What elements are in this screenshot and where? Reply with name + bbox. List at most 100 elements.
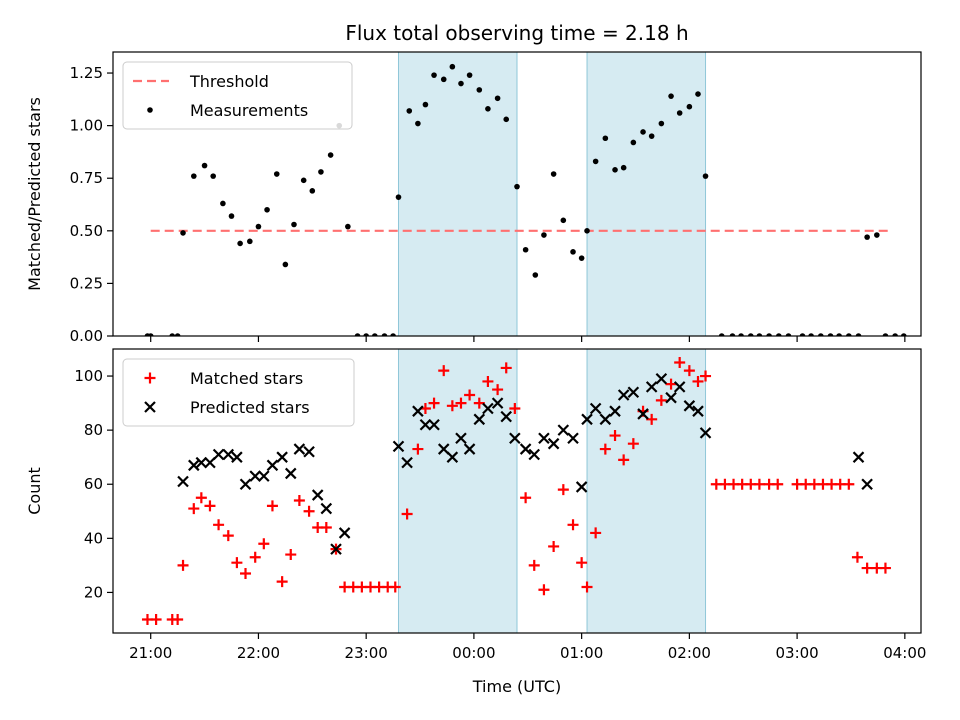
- measurement-point: [756, 333, 763, 336]
- predicted-stars-point: [609, 405, 621, 417]
- predicted-stars-point: [311, 489, 324, 501]
- bottom-panel: 20 40 60 80 100 21:00 22:00 23:00 00:00 01:00 02:0…: [25, 348, 926, 696]
- shaded-region-1: [586, 348, 707, 634]
- measurement-point: [799, 333, 806, 336]
- y-tick-label: 1.00: [70, 117, 103, 135]
- matched-stars-point: [772, 478, 784, 490]
- y-axis-label: Count: [25, 467, 44, 515]
- measurement-point: [648, 133, 655, 139]
- x-tick-label: 22:00: [237, 644, 280, 662]
- measurement-point: [476, 87, 483, 93]
- shaded-region-0: [397, 51, 518, 337]
- plot-marks: [141, 357, 891, 625]
- measurement-point: [237, 240, 243, 247]
- predicted-stars-point: [589, 402, 602, 415]
- measurement-point: [738, 333, 744, 336]
- measurement-point: [291, 221, 297, 228]
- predicted-stars-point: [557, 424, 570, 436]
- measurement-point: [550, 171, 557, 177]
- measurement-point: [458, 80, 464, 87]
- matched-stars-point: [455, 397, 467, 409]
- predicted-stars-point: [195, 456, 208, 469]
- predicted-stars-point: [519, 443, 532, 455]
- matched-stars-point: [674, 357, 686, 369]
- measurement-point: [422, 101, 429, 108]
- legend-box: [122, 61, 353, 130]
- matched-stars-point: [581, 581, 593, 593]
- measurement-point: [900, 333, 907, 336]
- predicted-stars-point: [231, 451, 243, 463]
- matched-stars-point: [548, 540, 560, 552]
- predicted-stars-point: [177, 475, 189, 488]
- measurement-point: [228, 213, 235, 219]
- predicted-stars-point: [538, 432, 550, 445]
- predicted-stars-point: [401, 456, 413, 469]
- matched-stars-point: [276, 576, 288, 588]
- matched-stars-point: [753, 478, 765, 490]
- predicted-stars-point: [239, 478, 252, 491]
- measurement-point: [191, 173, 197, 179]
- x-tick-label: 23:00: [345, 644, 388, 662]
- matched-stars-point: [538, 584, 550, 596]
- legend-box: [122, 358, 355, 427]
- matched-stars-point: [150, 613, 162, 625]
- predicted-stars-point: [428, 418, 440, 431]
- measurement-point: [282, 261, 289, 268]
- matched-stars-point: [879, 562, 891, 574]
- measurement-point: [686, 103, 693, 110]
- measurement-point: [855, 333, 862, 336]
- measurement-point: [630, 139, 637, 146]
- y-tick-label: 0.25: [70, 274, 103, 292]
- matched-stars-point: [401, 508, 413, 520]
- x-axis-label: Time (UTC): [472, 677, 561, 696]
- predicted-stars-point: [861, 478, 873, 491]
- matched-stars-point: [646, 413, 658, 425]
- measurement-point: [702, 173, 709, 179]
- measurement-point: [620, 164, 627, 171]
- predicted-stars-point: [338, 527, 351, 539]
- measurement-point: [584, 228, 590, 234]
- measurement-point: [327, 152, 334, 158]
- measurement-point: [676, 110, 683, 116]
- matched-stars-point: [500, 362, 512, 374]
- measurement-point: [532, 272, 539, 278]
- matched-stars-point: [520, 492, 532, 504]
- measurement-point: [612, 167, 618, 173]
- measurement-point: [818, 333, 824, 336]
- legend-label: Matched stars: [190, 369, 303, 388]
- predicted-stars-point: [455, 432, 467, 445]
- predicted-stars-point: [473, 413, 486, 426]
- matched-stars-point: [231, 557, 243, 569]
- matched-stars-point: [177, 559, 189, 571]
- predicted-stars-point: [581, 413, 593, 426]
- matched-stars-point: [590, 527, 602, 539]
- matched-stars-point: [528, 559, 540, 571]
- measurement-point: [174, 333, 181, 336]
- measurement-point: [640, 129, 646, 135]
- measurement-point: [522, 246, 529, 253]
- matched-stars-point: [683, 365, 695, 377]
- y-tick-label: 0.75: [70, 169, 103, 187]
- predicted-stars-point: [655, 372, 668, 385]
- y-axis-label: Matched/Predicted stars: [25, 97, 44, 291]
- measurement-point: [273, 171, 280, 177]
- matched-stars-point: [446, 400, 458, 412]
- matched-stars-point: [609, 430, 621, 442]
- measurement-point: [494, 95, 501, 102]
- predicted-stars-point: [500, 410, 513, 423]
- predicted-stars-point: [258, 470, 270, 482]
- measurement-point: [602, 135, 609, 142]
- predicted-stars-point: [330, 543, 342, 555]
- predicted-stars-point: [204, 456, 216, 469]
- measurement-point: [318, 169, 324, 175]
- predicted-stars-point: [446, 451, 459, 463]
- predicted-stars-point: [419, 418, 432, 431]
- measurement-point: [836, 333, 842, 336]
- matched-stars-point: [412, 443, 424, 455]
- matched-stars-point: [509, 403, 521, 415]
- measurement-point: [300, 177, 307, 184]
- predicted-stars-point: [293, 443, 306, 455]
- matched-stars-point: [655, 394, 667, 406]
- legend-matched-swatch: [144, 372, 156, 384]
- matched-stars-point: [692, 375, 704, 387]
